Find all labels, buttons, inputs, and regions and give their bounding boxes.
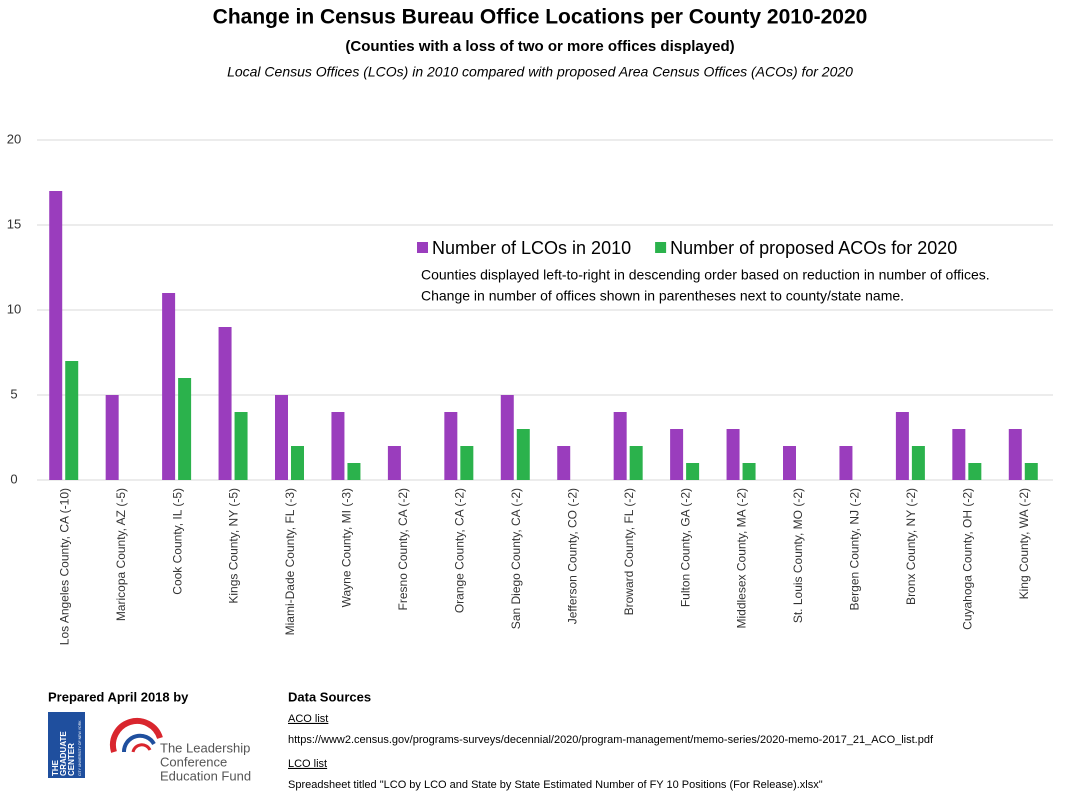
bar — [105, 395, 119, 480]
bar — [686, 463, 700, 480]
bar — [726, 429, 740, 480]
logo-text: CENTER — [67, 743, 76, 776]
x-tick-label: Bergen County, NJ (-2) — [848, 488, 862, 611]
bar — [968, 463, 982, 480]
bar — [162, 293, 176, 480]
y-tick-label: 20 — [7, 131, 21, 146]
x-tick-label: Middlesex County, MA (-2) — [735, 488, 749, 629]
note: Counties displayed left-to-right in desc… — [421, 267, 990, 283]
aco-url: https://www2.census.gov/programs-surveys… — [288, 734, 934, 746]
lcef-arc — [131, 743, 152, 753]
legend-label: Number of LCOs in 2010 — [432, 238, 631, 258]
bar — [1008, 429, 1022, 480]
bar — [387, 446, 401, 480]
x-tick-label: King County, WA (-2) — [1017, 488, 1031, 599]
bar — [331, 412, 345, 480]
x-tick-label: Fresno County, CA (-2) — [396, 488, 410, 610]
y-tick-label: 0 — [10, 471, 17, 486]
x-tick-label: Fulton County, GA (-2) — [678, 488, 692, 607]
bar — [347, 463, 361, 480]
bar — [1024, 463, 1038, 480]
note: Change in number of offices shown in par… — [421, 288, 904, 304]
bar — [444, 412, 458, 480]
graduate-center-logo-text: THE GRADUATE CENTER CITY UNIVERSITY OF N… — [51, 720, 82, 776]
legend-swatch — [655, 242, 667, 253]
y-tick-label: 10 — [7, 301, 21, 316]
bar — [895, 412, 909, 480]
bar — [516, 429, 530, 480]
bar — [460, 446, 474, 480]
x-tick-label: Miami-Dade County, FL (-3) — [283, 488, 297, 635]
x-tick-label: Kings County, NY (-5) — [227, 488, 241, 604]
bar — [218, 327, 232, 480]
lcef-text: Conference — [160, 754, 227, 769]
bar — [613, 412, 627, 480]
legend-label: Number of proposed ACOs for 2020 — [670, 238, 957, 258]
lcef-arc — [121, 733, 156, 753]
y-tick-label: 15 — [7, 216, 21, 231]
x-tick-label: Bronx County, NY (-2) — [904, 488, 918, 605]
bar — [65, 361, 79, 480]
graduate-center-logo — [48, 712, 85, 778]
bar — [839, 446, 853, 480]
x-tick-label: Maricopa County, AZ (-5) — [114, 488, 128, 621]
bar — [500, 395, 514, 480]
logo-text: GRADUATE — [59, 731, 68, 776]
lcef-arc — [109, 717, 163, 753]
bar — [291, 446, 304, 480]
x-tick-label: Cuyahoga County, OH (-2) — [961, 488, 975, 630]
bar — [557, 446, 571, 480]
lcef-text: The Leadership — [160, 740, 250, 755]
y-tick-label: 5 — [10, 386, 17, 401]
chart-subtitle: (Counties with a loss of two or more off… — [345, 38, 734, 55]
lcef-text: Education Fund — [160, 768, 251, 783]
x-tick-label: Cook County, IL (-5) — [170, 488, 184, 595]
footer: Prepared April 2018 by THE GRADUATE CENT… — [48, 689, 934, 791]
bar — [670, 429, 684, 480]
chart-description: Local Census Offices (LCOs) in 2010 comp… — [227, 64, 853, 80]
aco-link[interactable]: ACO list — [288, 713, 328, 725]
x-tick-label: Broward County, FL (-2) — [622, 488, 636, 615]
bar — [742, 463, 756, 480]
x-tick-label: Los Angeles County, CA (-10) — [57, 488, 71, 645]
chart-title: Change in Census Bureau Office Locations… — [213, 6, 868, 29]
bar — [275, 395, 288, 480]
x-tick-label: San Diego County, CA (-2) — [509, 488, 523, 629]
logo-text: THE — [51, 759, 60, 776]
bar — [783, 446, 796, 480]
x-tick-label: Orange County, CA (-2) — [453, 488, 467, 613]
logo-text: CITY UNIVERSITY OF NEW YORK — [78, 720, 82, 776]
bar — [49, 191, 63, 480]
legend-swatch — [417, 242, 428, 253]
bar — [911, 446, 925, 480]
bar — [234, 412, 248, 480]
lco-text: Spreadsheet titled "LCO by LCO and State… — [288, 779, 823, 791]
lco-link[interactable]: LCO list — [288, 758, 327, 770]
x-tick-label: Jefferson County, CO (-2) — [565, 488, 579, 624]
bar — [178, 378, 192, 480]
x-tick-label: St. Louis County, MO (-2) — [791, 488, 805, 623]
sources-title: Data Sources — [288, 689, 371, 704]
prepared-by: Prepared April 2018 by — [48, 689, 189, 704]
bar — [952, 429, 966, 480]
bar — [629, 446, 643, 480]
x-tick-label: Wayne County, MI (-3) — [340, 488, 354, 607]
